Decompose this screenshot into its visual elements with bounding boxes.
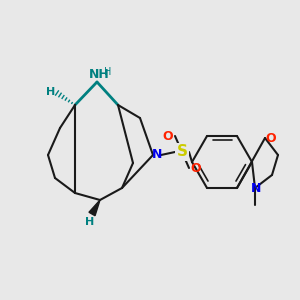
Polygon shape xyxy=(89,200,100,216)
Text: H: H xyxy=(46,87,56,97)
Text: NH: NH xyxy=(88,68,110,82)
Text: O: O xyxy=(163,130,173,142)
Text: H: H xyxy=(85,217,94,227)
Text: O: O xyxy=(266,131,276,145)
Text: O: O xyxy=(191,161,201,175)
Text: N: N xyxy=(251,182,261,196)
Text: N: N xyxy=(152,148,162,161)
Text: H: H xyxy=(104,67,112,77)
Text: S: S xyxy=(176,145,188,160)
